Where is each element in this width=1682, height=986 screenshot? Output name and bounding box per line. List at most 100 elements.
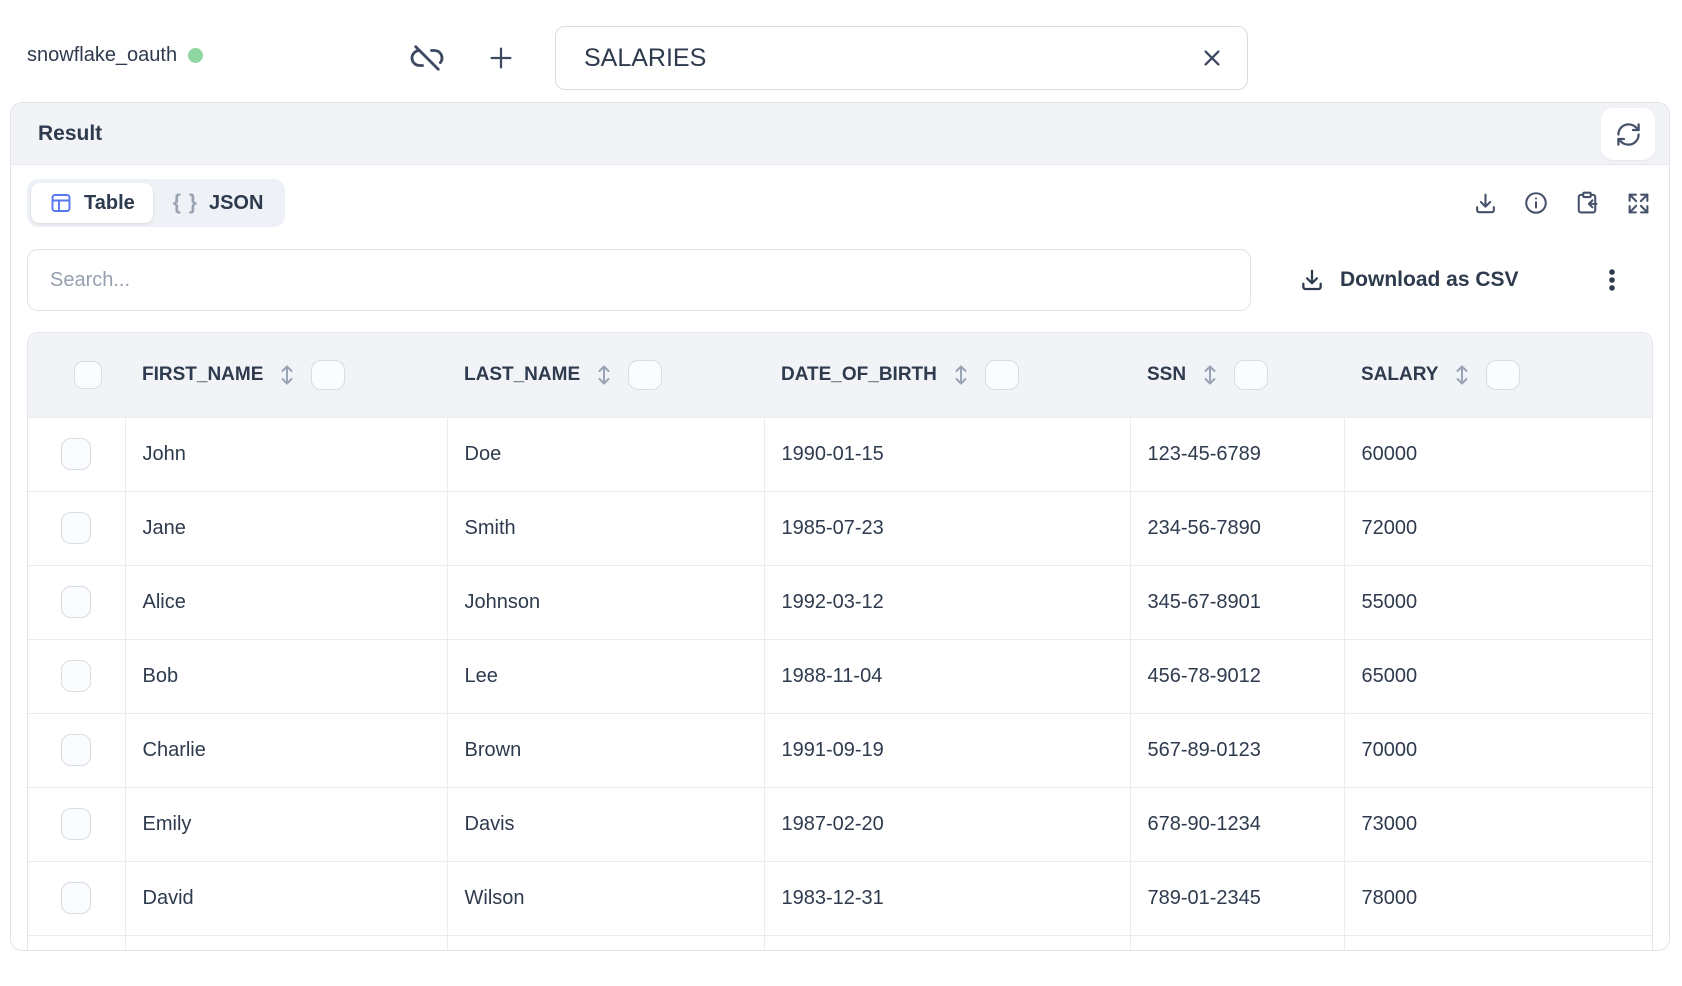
unlink-icon xyxy=(409,40,445,76)
table-header: FIRST_NAME LAST_NAME DATE_OF_BIRTH SSN SALAR… xyxy=(28,333,1652,417)
download-csv-label: Download as CSV xyxy=(1340,268,1519,291)
row-select-cell xyxy=(28,638,125,713)
copy-to-clipboard-button[interactable] xyxy=(1574,190,1600,216)
info-icon xyxy=(1523,190,1549,216)
select-all-checkbox[interactable] xyxy=(73,360,102,389)
row-select-cell xyxy=(28,564,125,639)
more-options-button[interactable] xyxy=(1597,263,1627,297)
kebab-icon xyxy=(1598,265,1626,295)
cell: Brown xyxy=(446,712,764,787)
table-row: Alice Johnson 1992-03-12 345-67-8901 55000 xyxy=(28,564,1652,639)
download-icon xyxy=(1299,267,1325,293)
cell: 1990-01-15 xyxy=(763,416,1130,491)
status-dot-icon xyxy=(188,48,204,63)
clipboard-paste-icon xyxy=(1574,190,1600,216)
connection-name: snowflake_oauth xyxy=(27,44,178,66)
result-header-bar: Result xyxy=(11,103,1669,165)
column-header-last_name: LAST_NAME xyxy=(447,333,764,417)
cell: 73000 xyxy=(1343,786,1652,861)
cell: Lee xyxy=(446,638,764,713)
sort-vertical-icon[interactable] xyxy=(277,362,297,388)
view-toolbar: Table { } JSON xyxy=(27,177,1653,229)
table-row: John Doe 1990-01-15 123-45-6789 60000 xyxy=(28,416,1652,491)
refresh-icon xyxy=(1615,121,1642,148)
cell: Smith xyxy=(446,490,764,565)
cell: 345-67-8901 xyxy=(1129,564,1344,639)
sort-vertical-icon[interactable] xyxy=(1200,362,1220,388)
column-label: DATE_OF_BIRTH xyxy=(781,363,937,385)
column-label: SSN xyxy=(1147,363,1187,385)
column-checkbox[interactable] xyxy=(311,359,346,390)
table-row: Emily Davis 1987-02-20 678-90-1234 73000 xyxy=(28,786,1652,861)
sort-vertical-icon[interactable] xyxy=(951,362,971,388)
row-checkbox[interactable] xyxy=(61,438,92,470)
braces-icon: { } xyxy=(172,191,198,214)
disconnect-button[interactable] xyxy=(405,36,449,80)
tab-json[interactable]: { } JSON xyxy=(155,183,282,223)
column-label: SALARY xyxy=(1361,363,1439,385)
row-checkbox[interactable] xyxy=(61,734,92,766)
sort-vertical-icon[interactable] xyxy=(594,362,614,388)
result-actions xyxy=(1472,190,1651,216)
column-checkbox[interactable] xyxy=(628,359,663,390)
info-button[interactable] xyxy=(1523,190,1549,216)
cell: 123-45-6789 xyxy=(1129,416,1344,491)
cell: 1987-02-20 xyxy=(763,786,1130,861)
cell: Jane xyxy=(124,490,447,565)
row-checkbox[interactable] xyxy=(61,660,92,692)
search-input[interactable] xyxy=(27,249,1251,311)
row-select-cell xyxy=(28,416,125,491)
column-label: FIRST_NAME xyxy=(142,363,264,385)
cell: Davis xyxy=(446,786,764,861)
cell: 55000 xyxy=(1343,564,1652,639)
download-csv-button[interactable]: Download as CSV xyxy=(1299,267,1519,293)
cell: 1983-12-31 xyxy=(763,860,1130,935)
cell: 1991-09-19 xyxy=(763,712,1130,787)
download-button[interactable] xyxy=(1472,190,1498,216)
row-select-cell xyxy=(28,860,125,935)
results-table-wrap: FIRST_NAME LAST_NAME DATE_OF_BIRTH SSN SALAR… xyxy=(27,332,1653,950)
row-select-cell xyxy=(28,490,125,565)
table-row-partial xyxy=(28,934,1652,950)
result-panel: Result xyxy=(10,102,1670,951)
close-icon xyxy=(1198,44,1226,72)
row-checkbox[interactable] xyxy=(61,512,92,544)
top-toolbar: snowflake_oauth xyxy=(0,0,1682,96)
tab-table-label: Table xyxy=(84,191,135,214)
column-checkbox[interactable] xyxy=(1486,359,1521,390)
add-tab-button[interactable] xyxy=(479,36,523,80)
column-header-date_of_birth: DATE_OF_BIRTH xyxy=(764,333,1130,417)
table-row: Jane Smith 1985-07-23 234-56-7890 72000 xyxy=(28,490,1652,565)
table-row: Charlie Brown 1991-09-19 567-89-0123 70000 xyxy=(28,712,1652,787)
query-name-input[interactable] xyxy=(556,27,1195,89)
cell: Emily xyxy=(124,786,447,861)
query-name-field-wrap xyxy=(555,26,1248,90)
result-body: Table { } JSON xyxy=(11,165,1669,950)
cell: 1992-03-12 xyxy=(763,564,1130,639)
row-checkbox[interactable] xyxy=(61,882,92,914)
cell: 456-78-9012 xyxy=(1129,638,1344,713)
column-label: LAST_NAME xyxy=(464,363,581,385)
cell: Johnson xyxy=(446,564,764,639)
cell: David xyxy=(124,860,447,935)
column-header-salary: SALARY xyxy=(1344,333,1652,417)
cell: Charlie xyxy=(124,712,447,787)
column-checkbox[interactable] xyxy=(984,359,1019,390)
tab-table[interactable]: Table xyxy=(31,183,153,223)
cell: 234-56-7890 xyxy=(1129,490,1344,565)
table-toolbar: Download as CSV xyxy=(27,249,1653,311)
refresh-button[interactable] xyxy=(1601,108,1655,160)
column-checkbox[interactable] xyxy=(1234,359,1269,390)
sort-vertical-icon[interactable] xyxy=(1452,362,1472,388)
cell: Alice xyxy=(124,564,447,639)
clear-query-button[interactable] xyxy=(1195,41,1229,75)
connection-label-group: snowflake_oauth xyxy=(27,44,204,67)
cell: 65000 xyxy=(1343,638,1652,713)
table-row: Bob Lee 1988-11-04 456-78-9012 65000 xyxy=(28,638,1652,713)
row-checkbox[interactable] xyxy=(61,586,92,618)
download-icon xyxy=(1473,191,1498,216)
fullscreen-button[interactable] xyxy=(1625,190,1651,216)
row-checkbox[interactable] xyxy=(61,808,92,840)
cell: 1988-11-04 xyxy=(763,638,1130,713)
